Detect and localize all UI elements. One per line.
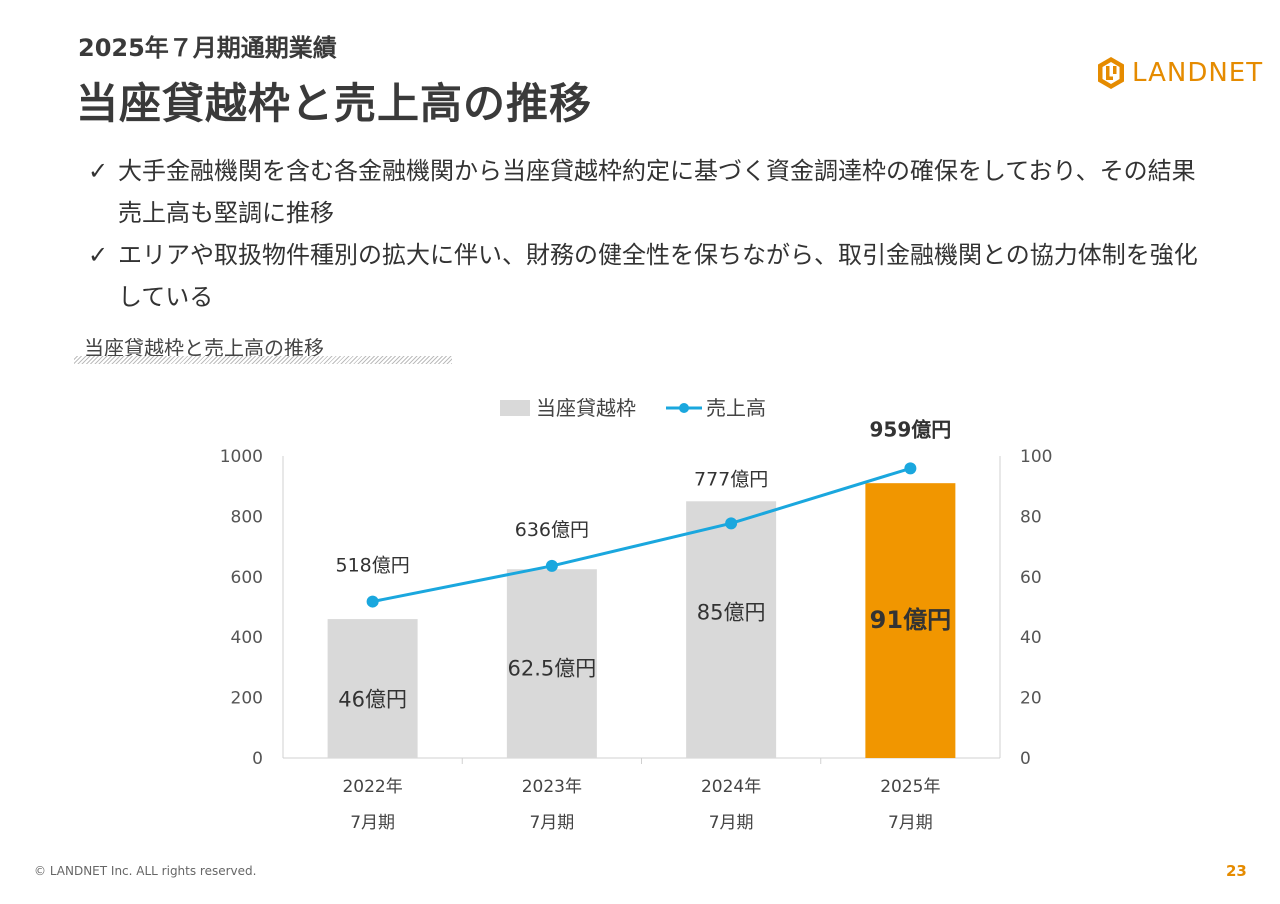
x-tick-label: 2023年 (522, 777, 582, 797)
bullet-item: ✓ 大手金融機関を含む各金融機関から当座貸越枠約定に基づく資金調達枠の確保をして… (88, 150, 1198, 234)
page-title: 当座貸越枠と売上高の推移 (76, 79, 593, 128)
y-left-tick-label: 200 (231, 689, 263, 709)
y-left-tick-label: 0 (252, 749, 263, 769)
bar-data-label: 85億円 (697, 601, 766, 625)
check-icon: ✓ (88, 157, 109, 185)
x-tick-label: 7月期 (888, 813, 933, 833)
line-data-label: 777億円 (694, 468, 768, 490)
y-left-tick-label: 400 (231, 628, 263, 648)
credit-line-sales-chart: 0 200 400 600 800 1000 0 20 40 60 80 100 2022年 7月期 202… (220, 396, 1053, 833)
bar-data-label: 91億円 (870, 606, 951, 634)
legend-swatch-credit-line (500, 400, 530, 416)
bar-data-label: 46億円 (338, 688, 407, 712)
sales-line (372, 466, 911, 604)
y-right-tick-label: 20 (1020, 689, 1042, 709)
bar-credit-line (686, 501, 777, 758)
y-right-tick-label: 80 (1020, 507, 1042, 527)
line-data-label: 959億円 (870, 417, 952, 441)
y-right-tick-label: 40 (1020, 628, 1042, 648)
company-logo: LANDNET (1096, 56, 1262, 90)
page-number: 23 (1226, 862, 1247, 880)
bullet-list: ✓ 大手金融機関を含む各金融機関から当座貸越枠約定に基づく資金調達枠の確保をして… (88, 150, 1198, 318)
legend-label-credit-line: 当座貸越枠 (536, 396, 636, 420)
page-subheading: 2025年７月期通期業績 (78, 34, 337, 62)
x-tick-label: 2022年 (342, 777, 402, 797)
y-right-tick-label: 0 (1020, 749, 1031, 769)
sales-point (545, 559, 558, 572)
x-tick-label: 2025年 (880, 777, 940, 797)
y-left-tick-label: 800 (231, 507, 263, 527)
line-data-label: 636億円 (515, 519, 589, 541)
section-divider (74, 356, 452, 364)
landnet-logo-icon (1098, 57, 1124, 89)
bar-data-label: 62.5億円 (507, 657, 596, 681)
y-right-tick-label: 60 (1020, 568, 1042, 588)
sales-point (725, 517, 738, 530)
bullet-item: ✓ エリアや取扱物件種別の拡大に伴い、財務の健全性を保ちながら、取引金融機関との… (88, 234, 1198, 318)
bullet-text: 大手金融機関を含む各金融機関から当座貸越枠約定に基づく資金調達枠の確保をしており… (118, 157, 1196, 227)
sales-point (904, 462, 917, 475)
copyright-text: © LANDNET Inc. ALL rights reserved. (34, 864, 257, 878)
bar-credit-line (865, 483, 956, 758)
y-right-tick-label: 100 (1020, 447, 1052, 467)
x-tick-label: 2024年 (701, 777, 761, 797)
bar-credit-line (506, 569, 597, 758)
x-tick-label: 7月期 (529, 813, 574, 833)
bar-credit-line (327, 619, 418, 758)
x-tick-label: 7月期 (709, 813, 754, 833)
bullet-text: エリアや取扱物件種別の拡大に伴い、財務の健全性を保ちながら、取引金融機関との協力… (118, 241, 1198, 311)
x-tick-label: 7月期 (350, 813, 395, 833)
logo-text: LANDNET (1132, 58, 1264, 88)
check-icon: ✓ (88, 241, 109, 269)
sales-point (366, 595, 379, 608)
y-left-tick-label: 1000 (220, 447, 263, 467)
legend-marker-sales (679, 403, 689, 413)
legend-label-sales: 売上高 (706, 396, 766, 420)
y-left-tick-label: 600 (231, 568, 263, 588)
line-data-label: 518億円 (335, 555, 409, 577)
